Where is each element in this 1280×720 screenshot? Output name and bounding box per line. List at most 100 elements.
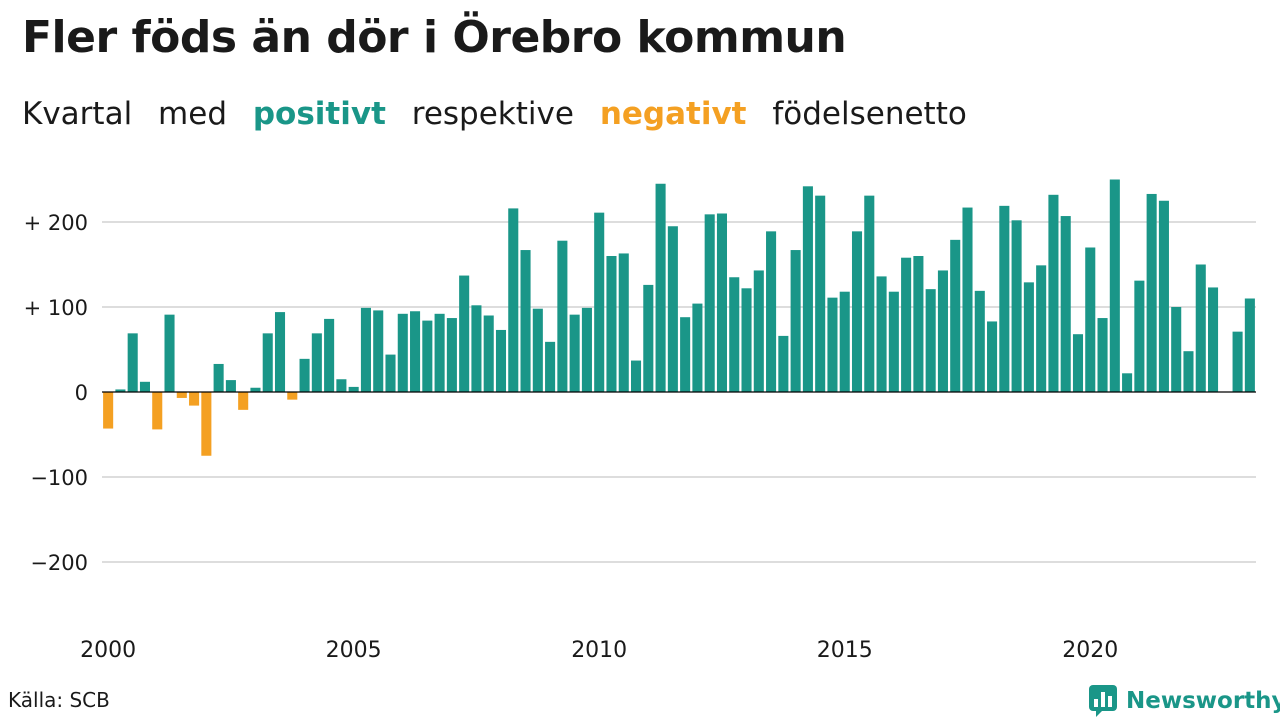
bar-q64	[876, 276, 887, 392]
bar-q51	[716, 213, 728, 392]
bar-q84	[1122, 373, 1133, 392]
bar-q40	[581, 307, 592, 392]
bar-q46	[655, 183, 666, 392]
bar-q53	[741, 288, 752, 392]
y-tick-label: −200	[30, 551, 88, 575]
bar-q73	[987, 321, 998, 392]
bar-q35	[520, 250, 531, 392]
subtitle-word-respektive: respektive	[411, 96, 574, 132]
subtitle-word-fodelsenetto: födelsenetto	[772, 96, 967, 132]
bar-q4	[139, 381, 151, 392]
x-tick-label: 2020	[1062, 638, 1118, 663]
bar-chart: + 200 + 100 0 −100 −200 2000 2005 2010 2015 2020	[24, 179, 1256, 663]
subtitle-word-kvartal: Kvartal	[22, 96, 133, 132]
x-tick-label: 2000	[80, 638, 136, 663]
bar-q20	[336, 379, 347, 392]
brand-name: Newsworthy	[1126, 688, 1280, 714]
bar-q8	[189, 392, 200, 406]
bar-q39	[569, 314, 580, 392]
bar-q57	[790, 250, 801, 392]
bar-q18	[311, 333, 322, 392]
bar-q88	[1171, 307, 1182, 392]
bar-q41	[594, 212, 605, 392]
bar-q89	[1183, 351, 1194, 392]
bar-q93	[1232, 331, 1243, 392]
x-tick-label: 2010	[571, 638, 627, 663]
bar-q3	[127, 333, 138, 392]
bar-q90	[1195, 264, 1206, 392]
bar-q15	[274, 312, 286, 392]
bar-q43	[618, 253, 629, 392]
bar-q7	[176, 392, 187, 398]
bar-q22	[360, 307, 371, 392]
bar-q76	[1023, 282, 1034, 392]
newsworthy-logo-icon	[1089, 685, 1117, 717]
bar-q33	[495, 329, 507, 392]
bar-q77	[1036, 265, 1047, 392]
bar-q75	[1011, 220, 1022, 392]
bar-q11	[225, 380, 236, 392]
bar-q66	[901, 257, 912, 392]
bar-q52	[729, 277, 740, 392]
y-tick-label: + 200	[24, 211, 88, 235]
y-tick-label: −100	[30, 466, 88, 490]
bar-q26	[410, 311, 421, 392]
bar-q47	[667, 226, 678, 392]
bar-q5	[152, 392, 163, 430]
bar-q85	[1134, 280, 1145, 392]
bar-q83	[1109, 179, 1120, 392]
subtitle-word-med: med	[158, 96, 227, 132]
x-tick-label: 2005	[326, 638, 382, 663]
bar-q79	[1060, 216, 1071, 392]
bar-q25	[397, 313, 408, 392]
bar-q27	[422, 320, 433, 392]
bar-q17	[299, 358, 310, 392]
bar-q82	[1097, 318, 1108, 392]
bar-q37	[545, 341, 556, 392]
chart-subtitle: Kvartal med positivt respektive negativt…	[22, 96, 983, 132]
bar-q9	[201, 392, 212, 456]
bar-q55	[766, 231, 777, 392]
bar-q14	[262, 333, 273, 392]
bar-q65	[888, 291, 899, 392]
bar-q16	[287, 392, 298, 400]
bar-q44	[630, 360, 642, 392]
bar-q69	[937, 270, 948, 392]
bar-q24	[385, 354, 396, 392]
bar-q70	[950, 239, 961, 392]
bar-q74	[999, 205, 1010, 392]
bar-q60	[827, 297, 838, 392]
bar-q72	[974, 290, 985, 392]
bar-q87	[1158, 200, 1169, 392]
bar-q42	[606, 256, 617, 392]
bar-q23	[373, 310, 384, 392]
y-tick-label: 0	[75, 381, 88, 405]
y-tick-label: + 100	[24, 296, 88, 320]
bar-q32	[483, 315, 494, 392]
bar-q78	[1048, 194, 1059, 392]
bar-q45	[643, 284, 654, 392]
legend-positive: positivt	[252, 96, 386, 132]
bar-q58	[802, 186, 813, 392]
bar-q36	[532, 308, 543, 392]
bar-q21	[348, 386, 359, 392]
bar-q29	[446, 318, 457, 392]
bar-q68	[925, 289, 936, 392]
bar-q19	[324, 318, 335, 392]
legend-negative: negativt	[599, 96, 747, 132]
bar-q63	[864, 195, 875, 392]
bar-q6	[164, 314, 175, 392]
source-label: Källa: SCB	[8, 688, 110, 712]
bar-q86	[1146, 193, 1157, 392]
bar-q80	[1072, 334, 1084, 392]
bar-q34	[508, 208, 519, 392]
bar-q31	[471, 305, 482, 392]
bar-q13	[250, 387, 261, 392]
brand-logo: Newsworthy	[1088, 684, 1280, 718]
bar-q71	[962, 207, 973, 392]
x-tick-label: 2015	[817, 638, 873, 663]
bar-q81	[1085, 247, 1096, 392]
bar-q54	[753, 270, 764, 392]
bar-q48	[680, 317, 691, 392]
bar-q30	[459, 275, 470, 392]
